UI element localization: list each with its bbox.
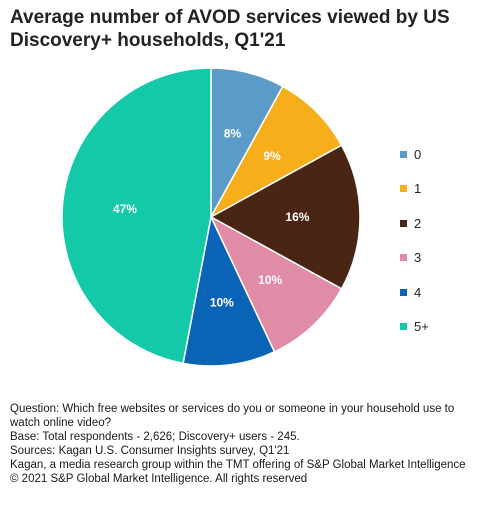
pie-slice-2: [209, 144, 361, 290]
pie-label-0: 8%: [224, 126, 242, 140]
legend-label: 4: [414, 284, 422, 300]
chart-title: Average number of AVOD services viewed b…: [10, 7, 450, 51]
legend-label: 2: [414, 215, 422, 231]
legend: 0 1 2 3 4 5+: [400, 137, 470, 344]
footnote-sources: Sources: Kagan U.S. Consumer Insights su…: [10, 445, 290, 457]
pie-slice-3: [209, 215, 343, 353]
footnote-base: Base: Total respondents - 2,626; Discove…: [10, 431, 300, 443]
legend-swatch: [400, 254, 407, 262]
legend-item-5plus: 5+: [400, 310, 470, 345]
legend-item-3: 3: [400, 241, 470, 276]
footnotes: Question: Which free websites or service…: [10, 402, 475, 486]
legend-swatch: [400, 323, 407, 331]
pie-slices: [61, 67, 361, 367]
legend-label: 5+: [414, 319, 429, 335]
legend-label: 1: [414, 181, 422, 197]
pie-slice-4: [182, 214, 276, 367]
legend-label: 0: [414, 146, 422, 162]
legend-item-0: 0: [400, 137, 470, 172]
legend-swatch: [400, 219, 407, 227]
pie-slice-1: [209, 85, 343, 219]
pie-label-2: 16%: [285, 210, 309, 224]
legend-item-2: 2: [400, 206, 470, 241]
legend-label: 3: [414, 250, 422, 266]
pie-slice-5plus: [61, 67, 212, 365]
footnote-kagan: Kagan, a media research group within the…: [10, 459, 466, 471]
legend-item-4: 4: [400, 275, 470, 310]
pie-label-1: 9%: [263, 149, 281, 163]
pie-label-3: 10%: [258, 273, 282, 287]
footnote-question: Question: Which free websites or service…: [10, 403, 455, 429]
legend-item-1: 1: [400, 172, 470, 207]
legend-swatch: [400, 150, 407, 158]
footnote-copyright: © 2021 S&P Global Market Intelligence. A…: [10, 473, 308, 485]
pie-labels: 8% 9% 16% 10% 10% 47%: [113, 126, 310, 309]
legend-swatch: [400, 288, 407, 296]
legend-swatch: [400, 185, 407, 193]
pie-label-5plus: 47%: [113, 202, 137, 216]
pie-chart: 8% 9% 16% 10% 10% 47%: [61, 67, 361, 367]
pie-label-4: 10%: [210, 296, 234, 310]
